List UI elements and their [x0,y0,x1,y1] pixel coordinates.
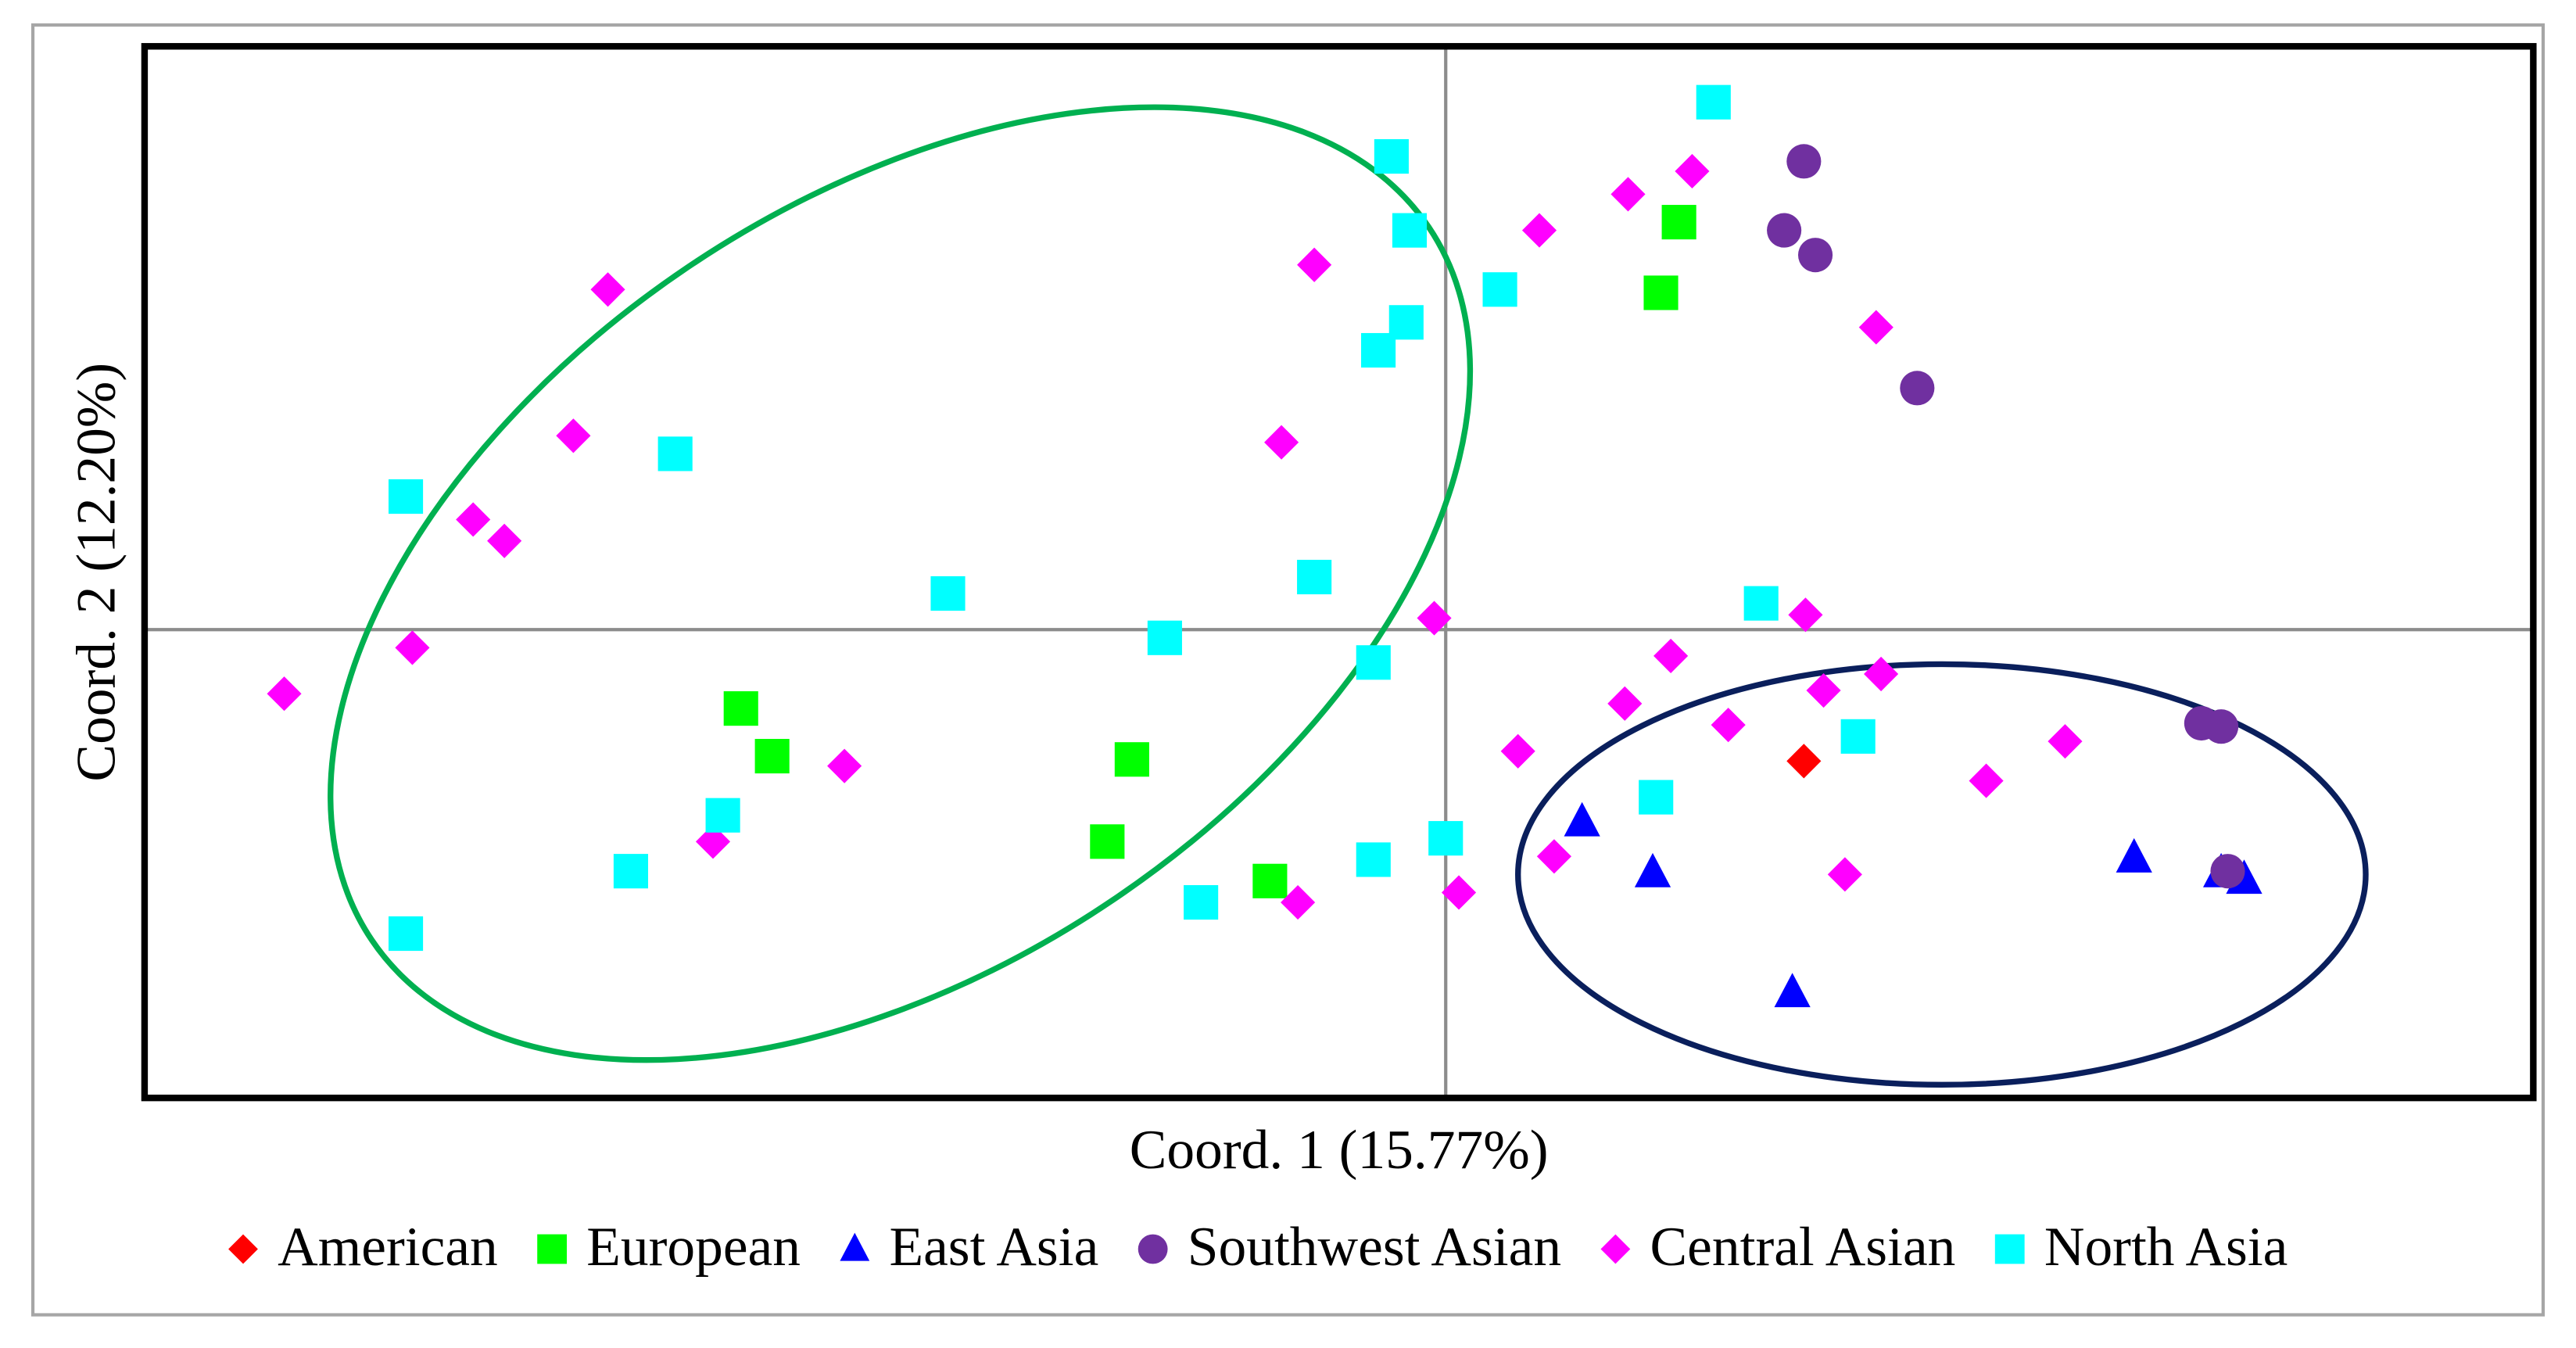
point [1840,719,1876,754]
point [1827,857,1862,892]
point [1696,84,1731,120]
point [388,916,424,952]
point [657,436,693,471]
point [1356,645,1391,680]
point [754,739,790,774]
cluster-ellipse [328,104,1474,1063]
point [1090,824,1125,859]
legend-label: European [586,1216,801,1278]
point [1281,885,1316,920]
legend-label: Central Asian [1650,1216,1956,1278]
point [1252,863,1288,898]
point [2210,854,2245,889]
y-axis-label: Coord. 2 (12.20%) [66,363,127,782]
point [1114,742,1149,777]
legend-marker [1600,1234,1631,1264]
legend-label: North Asia [2044,1216,2288,1278]
point [1774,973,1811,1008]
point [395,630,430,665]
grid [144,46,2534,1099]
legend-label: Southwest Asian [1188,1216,1561,1278]
point [2204,709,2239,744]
point [1788,597,1823,633]
point [1374,138,1409,174]
point [388,479,424,514]
point [1521,213,1557,248]
point [1428,821,1464,856]
legend: American European East Asia Southwest Asian… [228,1216,2288,1278]
points [267,84,2263,1008]
point [1900,371,1935,406]
point [487,523,522,558]
point [1564,801,1600,837]
point [1356,842,1391,877]
point [1361,332,1396,368]
point [1607,686,1643,721]
point [1743,586,1779,621]
point [267,676,302,712]
point [1297,559,1332,595]
point [1634,852,1671,887]
legend-marker [1138,1234,1168,1264]
point [1797,238,1833,273]
point [930,575,966,611]
point [1639,780,1674,815]
point [1500,733,1535,769]
plot-border [141,43,2537,1102]
cluster-ellipse [1515,661,2369,1088]
legend-marker [840,1232,870,1261]
point [1147,620,1182,655]
legend-marker [537,1234,568,1264]
point [1767,213,1802,248]
point [1786,744,1822,779]
point [590,272,625,307]
point [705,798,740,833]
point [1482,272,1517,307]
point [2116,837,2152,873]
point [1653,638,1689,673]
point [723,691,758,726]
point [456,502,491,537]
point [1864,656,1899,692]
point [613,854,649,889]
point [695,824,731,859]
legend-label: East Asia [889,1216,1098,1278]
point [1536,839,1571,874]
point [1858,310,1893,345]
legend-label: American [278,1216,498,1278]
legend-marker [1994,1234,2025,1264]
point [1643,275,1679,310]
point [1969,763,2004,798]
point [1392,213,1428,248]
point [556,418,591,454]
x-axis-label: Coord. 1 (15.77%) [1130,1119,1549,1181]
point [1184,885,1219,920]
point [1786,144,1822,179]
point [1661,205,1696,240]
